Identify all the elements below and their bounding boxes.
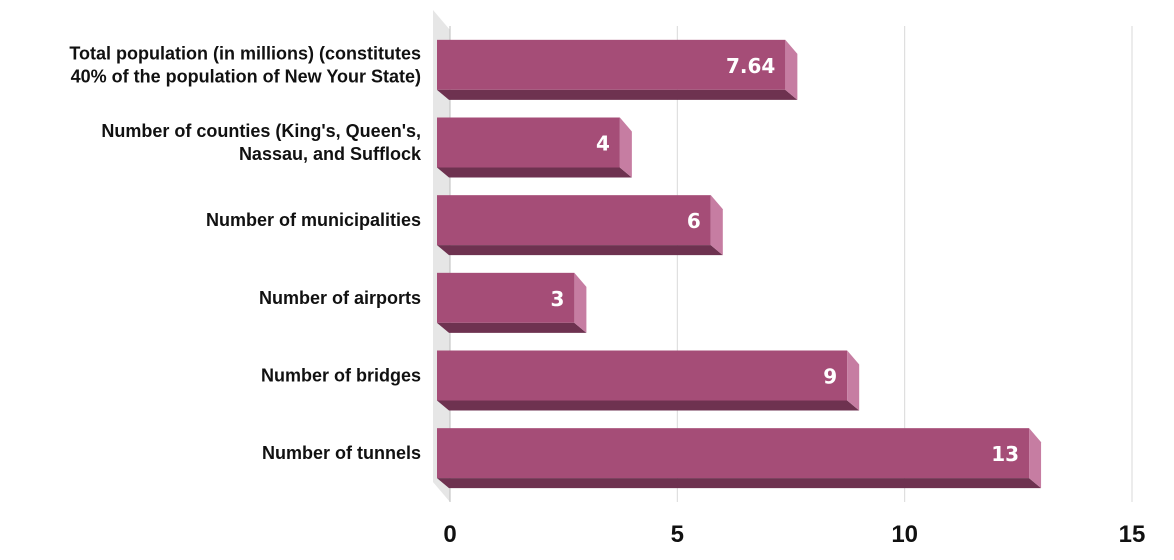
bar-side-face	[619, 117, 632, 178]
x-tick-label: 10	[891, 521, 918, 548]
x-tick-label: 5	[671, 521, 684, 548]
category-label: Number of airports	[259, 288, 421, 308]
data-label: 6	[687, 209, 701, 233]
category-label: Number of municipalities	[206, 210, 421, 230]
bar-bottom-face	[437, 89, 798, 100]
data-label: 9	[823, 365, 837, 389]
bar-front-face	[437, 350, 848, 401]
bar-bottom-face	[437, 478, 1042, 489]
bar-bottom-face	[437, 400, 860, 411]
data-label: 4	[596, 132, 610, 156]
category-label-line: Nassau, and Sufflock	[239, 144, 422, 164]
bar-series: 7.64 4 6 3 9 13	[437, 39, 1042, 489]
bar-bottom-face	[437, 322, 587, 333]
bar-bottom-face	[437, 245, 723, 256]
bar: 6	[437, 195, 723, 256]
bar: 4	[437, 117, 632, 178]
gridlines	[449, 26, 1133, 502]
bar-front-face	[437, 39, 786, 90]
bar-front-face	[437, 428, 1030, 479]
category-label-line: Number of bridges	[261, 366, 421, 386]
category-label-line: Total population (in millions) (constitu…	[69, 43, 421, 63]
category-label-line: Number of municipalities	[206, 210, 421, 230]
x-tick-label: 15	[1119, 521, 1146, 548]
bar-side-face	[847, 350, 860, 411]
category-label: Number of tunnels	[262, 443, 421, 463]
bar-side-face	[710, 195, 723, 256]
x-axis-tick-labels: 0 5 10 15	[443, 521, 1145, 548]
x-tick-label: 0	[443, 521, 456, 548]
bar-side-face	[1029, 428, 1042, 489]
data-label: 13	[991, 442, 1019, 466]
category-label: Number of bridges	[261, 366, 421, 386]
bar-bottom-face	[437, 167, 632, 178]
category-labels: Total population (in millions) (constitu…	[69, 43, 422, 463]
bar-side-face	[574, 272, 587, 333]
category-label-line: Number of tunnels	[262, 443, 421, 463]
bar: 3	[437, 272, 587, 333]
data-label: 3	[550, 287, 564, 311]
data-label: 7.64	[726, 54, 775, 78]
category-label: Number of counties (King's, Queen's, Nass…	[101, 121, 422, 164]
bar-front-face	[437, 195, 711, 246]
bar-side-face	[785, 39, 798, 100]
bar-front-face	[437, 117, 620, 168]
bar: 7.64	[437, 39, 798, 100]
bar: 13	[437, 428, 1042, 489]
bar-front-face	[437, 272, 575, 323]
category-label-line: Number of counties (King's, Queen's,	[101, 121, 421, 141]
bar: 9	[437, 350, 860, 411]
category-label-line: Number of airports	[259, 288, 421, 308]
category-label: Total population (in millions) (constitu…	[69, 43, 421, 86]
category-label-line: 40% of the population of New Your State)	[71, 66, 421, 86]
